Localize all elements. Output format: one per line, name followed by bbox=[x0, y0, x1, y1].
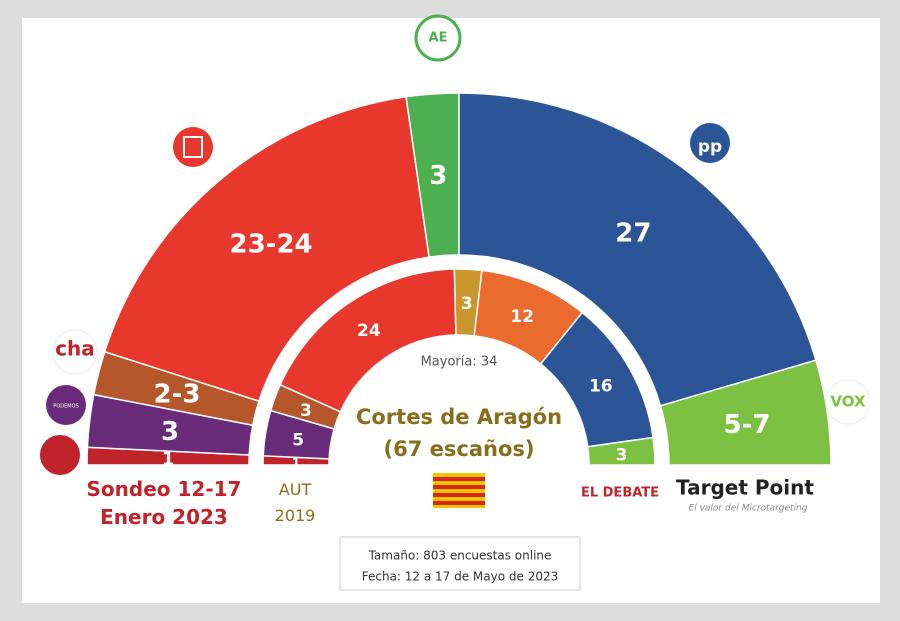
pollster-tagline: El valor del Microtargeting bbox=[689, 504, 808, 514]
flag bbox=[433, 473, 485, 508]
cha-logo-text: cha bbox=[55, 337, 95, 361]
seat-label: 3 bbox=[300, 401, 312, 421]
seat-label: 2-3 bbox=[154, 380, 201, 410]
iu-logo bbox=[40, 435, 80, 475]
seat-label: 3 bbox=[429, 161, 447, 191]
seat-segment bbox=[103, 95, 430, 403]
info-line: Tamaño: 803 encuestas online bbox=[368, 549, 552, 563]
podemos-logo bbox=[46, 385, 86, 425]
seat-label: 24 bbox=[357, 321, 381, 341]
seat-segment bbox=[586, 436, 656, 466]
pp-logo-text: pp bbox=[698, 137, 722, 157]
seat-label: 3 bbox=[616, 446, 628, 466]
ae-logo-text: AE bbox=[429, 31, 448, 46]
psoe-logo-icon bbox=[183, 136, 203, 158]
vox-logo bbox=[825, 379, 871, 425]
seat-label: 5-7 bbox=[724, 410, 771, 440]
cha-logo bbox=[52, 329, 98, 375]
ae-logo bbox=[414, 14, 462, 62]
series-label: Sondeo 12-17 Enero 2023 bbox=[87, 477, 242, 529]
seat-label: 23-24 bbox=[229, 229, 312, 259]
seat-label: 1 bbox=[292, 456, 300, 470]
seat-label: 16 bbox=[589, 377, 613, 397]
info-line: Fecha: 12 a 17 de Mayo de 2023 bbox=[362, 570, 559, 584]
podemos-logo-text: PODEMOS bbox=[53, 404, 78, 410]
seat-label: 3 bbox=[461, 294, 473, 314]
info-box bbox=[339, 536, 581, 591]
pp-logo bbox=[690, 123, 730, 163]
seat-segment bbox=[659, 359, 832, 466]
center-title: Cortes de Aragón (67 escaños) bbox=[356, 405, 562, 461]
vox-logo-text: VOX bbox=[830, 393, 866, 411]
pollster-name: Target Point bbox=[676, 476, 814, 500]
seat-label: 27 bbox=[615, 219, 651, 249]
seat-segment bbox=[458, 92, 817, 407]
seat-label: 12 bbox=[510, 307, 534, 327]
series-label: AUT 2019 bbox=[275, 480, 316, 525]
seat-label: 1 bbox=[162, 449, 175, 470]
seat-label: 3 bbox=[161, 417, 179, 447]
psoe-logo bbox=[173, 127, 213, 167]
seat-label: 5 bbox=[292, 430, 304, 450]
majority: Mayoría: 34 bbox=[421, 355, 498, 370]
media-name: EL DEBATE bbox=[581, 486, 659, 501]
